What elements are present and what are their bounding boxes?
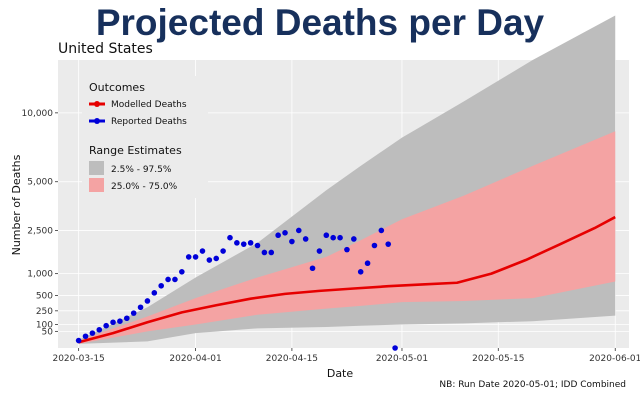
y-tick-label: 100 bbox=[36, 320, 53, 330]
legend-modelled-label: Modelled Deaths bbox=[111, 100, 187, 110]
reported-death-point bbox=[110, 319, 116, 326]
reported-death-point bbox=[158, 282, 164, 289]
reported-death-point bbox=[378, 227, 385, 234]
chart-subtitle: United States bbox=[58, 41, 153, 57]
reported-death-point bbox=[185, 254, 192, 260]
legend-inner-label: 25.0% - 75.0% bbox=[111, 182, 178, 192]
reported-death-point bbox=[275, 232, 281, 239]
x-tick-label: 2020-04-15 bbox=[266, 354, 318, 364]
legend-reported-label: Reported Deaths bbox=[111, 117, 187, 127]
y-tick-label: 2,500 bbox=[27, 226, 53, 236]
reported-death-point bbox=[240, 241, 247, 247]
reported-death-point bbox=[220, 248, 226, 254]
y-tick-label: 250 bbox=[36, 307, 53, 317]
reported-death-point bbox=[179, 269, 185, 275]
x-tick-label: 2020-06-01 bbox=[589, 354, 640, 364]
reported-death-point bbox=[323, 232, 330, 239]
reported-death-point bbox=[213, 255, 220, 262]
x-tick-label: 2020-05-01 bbox=[376, 354, 428, 364]
reported-death-point bbox=[172, 276, 178, 283]
reported-death-point bbox=[330, 234, 336, 241]
reported-death-point bbox=[385, 241, 392, 247]
footnote: NB: Run Date 2020-05-01; IDD Combined bbox=[439, 380, 626, 390]
modelled-deaths-line bbox=[78, 215, 616, 344]
reported-death-point bbox=[371, 242, 378, 249]
reported-death-point bbox=[227, 234, 233, 241]
reported-death-point bbox=[82, 333, 89, 340]
reported-death-point bbox=[103, 322, 109, 329]
y-tick-label: 10,000 bbox=[22, 109, 54, 119]
reported-death-point bbox=[151, 290, 158, 296]
reported-death-point bbox=[247, 240, 254, 246]
reported-death-point bbox=[89, 330, 96, 336]
y-axis-title: Number of Deaths bbox=[10, 154, 23, 255]
reported-death-point bbox=[357, 269, 364, 275]
reported-death-point bbox=[137, 304, 144, 311]
legend-background bbox=[82, 76, 208, 198]
reported-death-point bbox=[316, 248, 323, 254]
reported-death-point bbox=[206, 257, 213, 263]
reported-death-point bbox=[130, 310, 137, 316]
legend-outer-swatch bbox=[89, 161, 104, 175]
reported-death-point bbox=[282, 230, 288, 236]
reported-death-point bbox=[309, 265, 316, 272]
legend: Outcomes Modelled Deaths Reported Deaths… bbox=[82, 76, 208, 198]
reported-death-point bbox=[123, 315, 130, 322]
reported-death-point bbox=[302, 236, 309, 242]
y-tick-label: 1,000 bbox=[27, 270, 53, 280]
chart-title: Projected Deaths per Day bbox=[95, 2, 545, 43]
x-tick-label: 2020-05-15 bbox=[472, 354, 524, 364]
reported-death-point bbox=[268, 249, 275, 256]
y-tick-label: 50 bbox=[42, 327, 54, 337]
reported-death-point bbox=[254, 242, 261, 249]
reported-death-point bbox=[289, 238, 295, 245]
reported-death-point bbox=[261, 249, 268, 256]
x-tick-label: 2020-04-01 bbox=[169, 354, 221, 364]
reported-death-point bbox=[344, 246, 350, 253]
legend-outer-label: 2.5% - 97.5% bbox=[111, 165, 172, 175]
reported-death-point bbox=[234, 240, 240, 246]
x-tick-label: 2020-03-15 bbox=[52, 354, 104, 364]
reported-death-point bbox=[351, 236, 357, 242]
y-tick-label: 500 bbox=[36, 291, 53, 301]
reported-death-point bbox=[75, 337, 82, 344]
legend-reported-marker bbox=[94, 118, 100, 124]
reported-death-point bbox=[295, 227, 302, 234]
reported-death-point bbox=[144, 298, 151, 304]
legend-inner-swatch bbox=[89, 178, 104, 192]
legend-ranges-title: Range Estimates bbox=[89, 144, 182, 157]
reported-death-point bbox=[199, 248, 206, 254]
reported-death-point bbox=[392, 345, 398, 351]
reported-death-point bbox=[165, 276, 171, 283]
reported-death-point bbox=[337, 234, 343, 241]
reported-death-point bbox=[96, 326, 103, 333]
legend-modelled-marker bbox=[94, 101, 100, 107]
x-axis-title: Date bbox=[327, 367, 354, 380]
reported-death-point bbox=[364, 260, 371, 267]
reported-death-point bbox=[192, 254, 199, 260]
legend-outcomes-title: Outcomes bbox=[89, 81, 145, 94]
y-tick-label: 5,000 bbox=[27, 178, 53, 188]
range-band-inner bbox=[78, 131, 616, 344]
reported-death-point bbox=[117, 318, 123, 324]
